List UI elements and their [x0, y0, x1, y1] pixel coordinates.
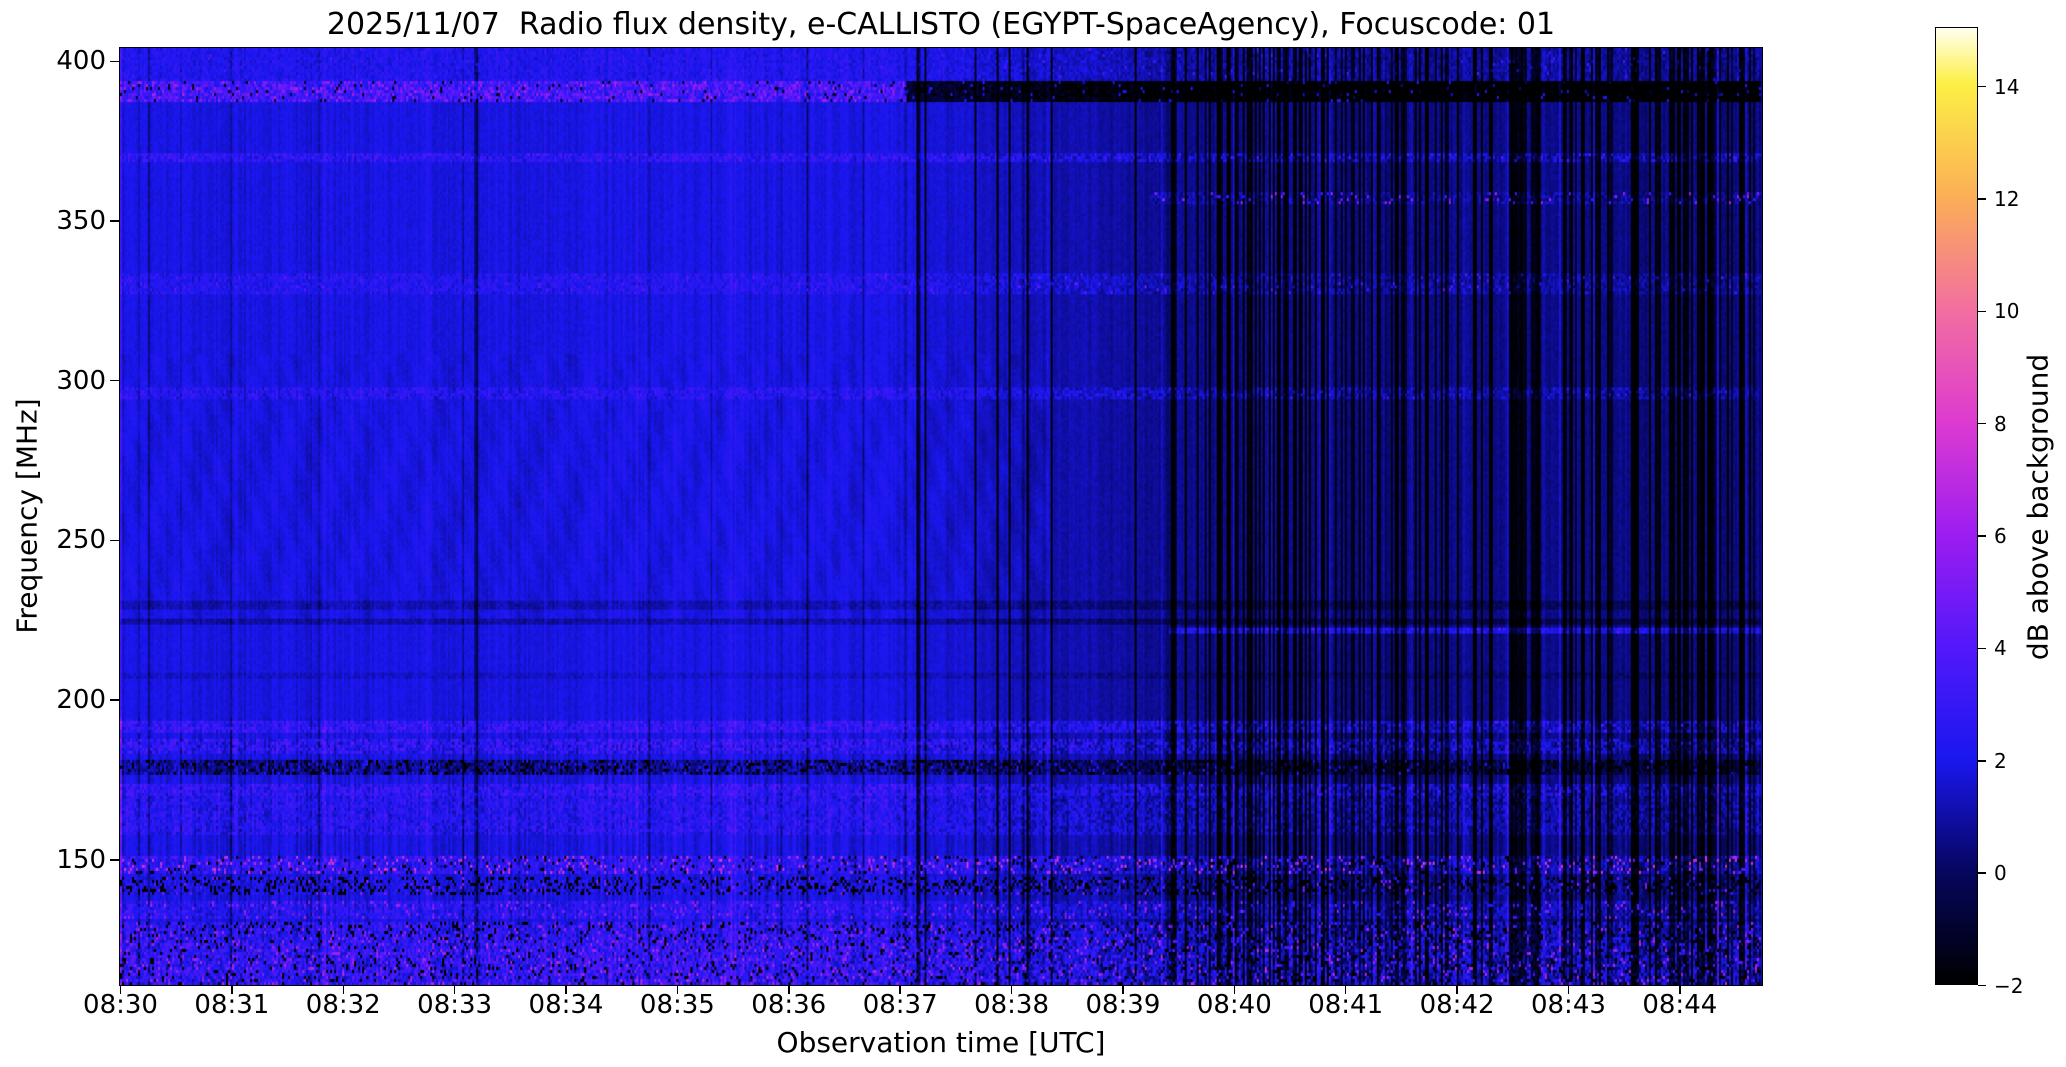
x-tick-mark: [231, 986, 233, 994]
x-tick-label: 08:42: [1419, 990, 1495, 1020]
colorbar-tick-label: 6: [1994, 524, 2007, 549]
x-tick-mark: [676, 986, 679, 994]
x-tick-label: 08:37: [862, 990, 938, 1020]
x-tick-mark: [1567, 986, 1570, 994]
x-tick-label: 08:31: [194, 990, 270, 1020]
x-tick-label: 08:43: [1530, 990, 1606, 1020]
colorbar-tick-label: 12: [1994, 187, 2020, 212]
y-tick-mark: [110, 220, 119, 222]
x-tick-mark: [1233, 986, 1236, 994]
colorbar-tick-mark: [1978, 198, 1986, 200]
x-tick-mark: [453, 986, 456, 994]
plot-area: [119, 47, 1763, 986]
x-tick-mark: [1344, 986, 1347, 994]
y-tick-mark: [110, 379, 119, 382]
x-tick-label: 08:39: [1085, 990, 1161, 1020]
colorbar-tick-mark: [1978, 535, 1986, 537]
x-tick-mark: [788, 986, 790, 994]
colorbar-tick-label: −2: [1994, 973, 2024, 998]
y-tick-mark: [110, 539, 119, 542]
x-tick-label: 08:40: [1196, 990, 1272, 1020]
x-tick-label: 08:41: [1308, 990, 1384, 1020]
colorbar-label: dB above background: [2021, 353, 2055, 661]
spectrogram-canvas: [120, 48, 1762, 985]
x-tick-mark: [1122, 986, 1124, 994]
y-tick-label: 250: [56, 525, 106, 556]
x-tick-mark: [1679, 986, 1681, 994]
colorbar-tick-label: 8: [1994, 411, 2007, 436]
x-tick-label: 08:34: [528, 990, 604, 1020]
x-tick-label: 08:36: [751, 990, 827, 1020]
y-tick-label: 200: [56, 685, 106, 716]
x-tick-label: 08:32: [305, 990, 381, 1020]
y-tick-label: 150: [56, 844, 106, 875]
x-tick-mark: [342, 986, 344, 994]
x-tick-mark: [1456, 986, 1458, 994]
colorbar-tick-mark: [1978, 647, 1986, 650]
colorbar-tick-label: 2: [1994, 748, 2007, 773]
y-tick-mark: [110, 859, 119, 861]
colorbar-gradient: [1936, 28, 1977, 984]
x-tick-label: 08:35: [639, 990, 715, 1020]
x-tick-label: 08:38: [974, 990, 1049, 1020]
x-tick-mark: [565, 986, 567, 994]
colorbar-tick-label: 10: [1994, 299, 2020, 324]
x-axis-label: Observation time [UTC]: [776, 1026, 1106, 1059]
y-tick-label: 350: [56, 206, 106, 236]
colorbar: [1935, 27, 1978, 985]
colorbar-tick-mark: [1978, 422, 1986, 425]
y-tick-label: 400: [56, 46, 106, 77]
colorbar-tick-mark: [1978, 984, 1986, 987]
colorbar-tick-label: 4: [1994, 636, 2007, 661]
y-tick-label: 300: [56, 365, 106, 396]
x-tick-mark: [119, 986, 122, 994]
x-tick-mark: [1010, 986, 1013, 994]
chart-title: 2025/11/07 Radio flux density, e-CALLIST…: [326, 7, 1556, 42]
y-axis-label: Frequency [MHz]: [10, 398, 44, 634]
colorbar-tick-mark: [1978, 760, 1986, 762]
colorbar-tick-label: 14: [1994, 74, 2020, 99]
x-tick-label: 08:44: [1642, 990, 1718, 1020]
y-tick-mark: [110, 699, 119, 701]
x-tick-label: 08:33: [417, 990, 493, 1020]
colorbar-tick-mark: [1978, 310, 1986, 313]
colorbar-tick-mark: [1978, 85, 1986, 88]
y-tick-mark: [110, 60, 119, 63]
colorbar-tick-mark: [1978, 872, 1986, 874]
colorbar-tick-label: 0: [1994, 861, 2007, 886]
x-tick-mark: [899, 986, 901, 994]
x-tick-label: 08:30: [83, 990, 158, 1020]
